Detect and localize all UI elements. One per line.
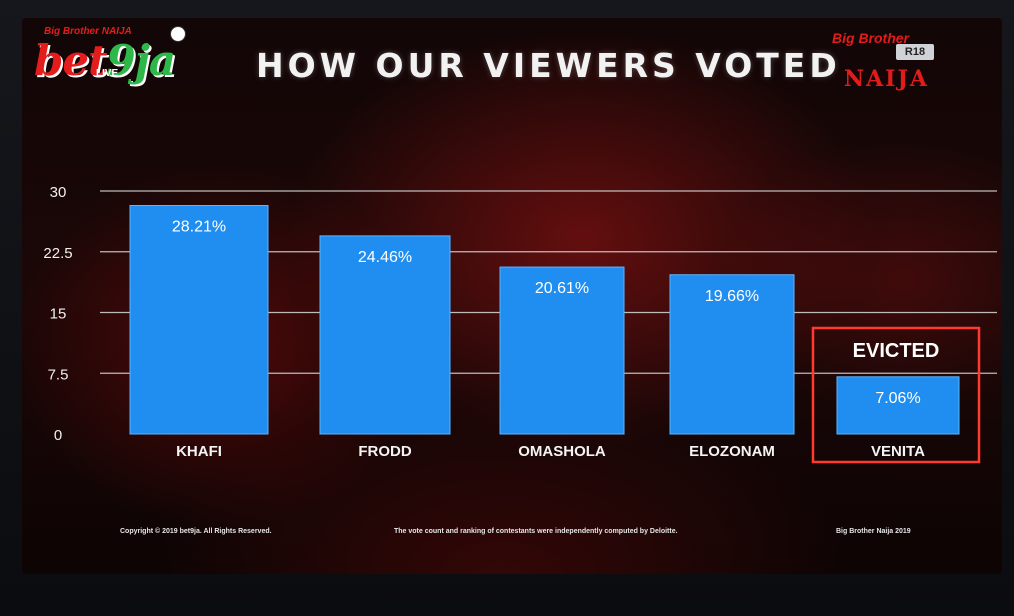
y-tick-label: 30	[50, 184, 67, 201]
data-label: 7.06%	[875, 390, 920, 407]
footer-copyright: Copyright © 2019 bet9ja. All Rights Rese…	[120, 528, 272, 535]
footer-show: Big Brother Naija 2019	[836, 528, 911, 535]
logo-left-small-text: Big Brother NAIJA	[44, 26, 132, 37]
bar-khafi	[129, 204, 269, 435]
bar-chart: 0 7.5 15 22.5 30 28.21% KHAFI 24.46% FRODD 20.61%…	[43, 184, 997, 464]
data-label: 28.21%	[172, 218, 226, 235]
bet9ja-logo: Big Brother NAIJA bet9ja LIVE	[34, 24, 224, 88]
data-label: 19.66%	[705, 288, 759, 305]
logo-right-brand: Big Brother	[832, 30, 909, 46]
page-title: HOW OUR VIEWERS VOTED	[256, 46, 841, 85]
data-label: 24.46%	[358, 249, 412, 266]
logo-left-bet-text: bet9ja	[34, 36, 177, 85]
y-tick-label: 15	[50, 306, 67, 323]
bar-frodd	[319, 235, 451, 435]
y-tick-label: 7.5	[48, 366, 69, 383]
evicted-label: EVICTED	[853, 340, 940, 362]
bar-venita	[836, 376, 960, 435]
bbnaija-logo: Big Brother R18 NAIJA	[832, 26, 942, 106]
y-tick-label: 22.5	[43, 245, 72, 262]
footer-note: The vote count and ranking of contestant…	[394, 528, 678, 535]
logo-left-bet: bet	[34, 36, 107, 85]
category-label: FRODD	[358, 443, 411, 460]
category-label: OMASHOLA	[518, 443, 606, 460]
evicted-box	[811, 326, 981, 464]
bar-omashola	[499, 266, 625, 435]
category-label: VENITA	[871, 443, 925, 460]
football-icon	[170, 26, 186, 42]
y-tick-label: 0	[54, 427, 62, 444]
category-label: ELOZONAM	[689, 443, 775, 460]
bar-elozonam	[669, 274, 795, 435]
category-label: KHAFI	[176, 443, 222, 460]
logo-left-nine: 9ja	[106, 36, 177, 85]
logo-right-naija: NAIJA	[844, 66, 929, 92]
logo-left-live-text: LIVE	[96, 68, 119, 79]
data-label: 20.61%	[535, 280, 589, 297]
tv-screen: 0 7.5 15 22.5 30 28.21% KHAFI 24.46% FRODD 20.61%…	[22, 18, 1002, 574]
r18-badge: R18	[896, 44, 934, 60]
